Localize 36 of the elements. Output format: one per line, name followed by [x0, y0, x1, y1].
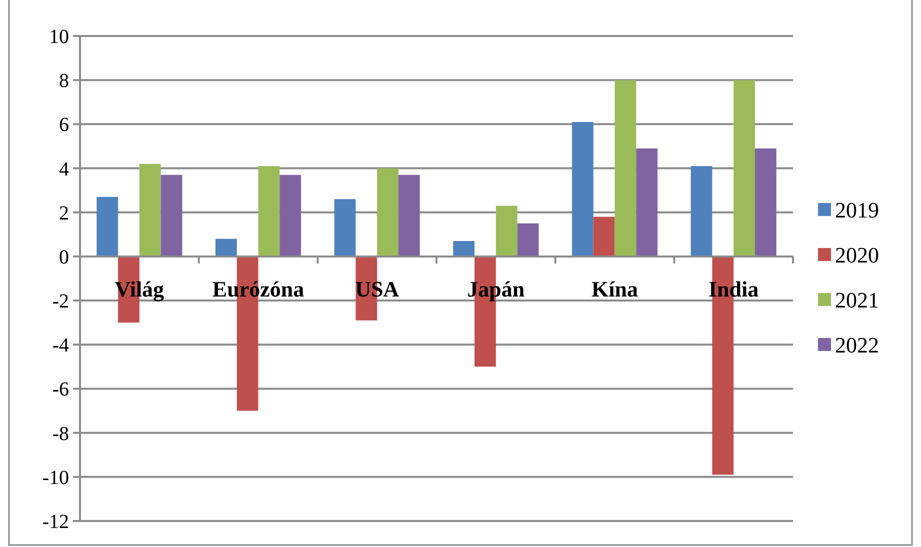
bar [139, 164, 161, 256]
bar [96, 196, 118, 256]
bar [398, 174, 420, 256]
bar [215, 238, 237, 256]
bar [614, 80, 636, 256]
legend-label: 2019 [835, 198, 879, 223]
bar [334, 199, 356, 256]
bar [754, 148, 776, 256]
y-tick-label: -8 [52, 422, 69, 445]
y-tick-label: -12 [42, 511, 69, 533]
bar [572, 122, 594, 256]
x-tick-label: Kína [592, 276, 638, 302]
y-tick-label: -2 [52, 290, 69, 313]
y-tick-label: -10 [42, 466, 69, 489]
legend-label: 2021 [835, 288, 879, 313]
y-tick-label: 4 [59, 158, 69, 180]
y-tick-label: -4 [52, 334, 69, 357]
bar [160, 174, 182, 256]
y-tick-label: -6 [52, 378, 69, 401]
y-tick-label: 6 [59, 114, 69, 136]
y-tick-label: 10 [49, 26, 69, 48]
bar [690, 166, 712, 256]
bar [377, 168, 398, 256]
legend-label: 2020 [835, 242, 879, 268]
bar [496, 206, 518, 256]
bar [280, 174, 302, 256]
y-tick-label: 0 [59, 246, 69, 268]
bar [734, 80, 755, 256]
bar [593, 216, 615, 256]
bar [258, 166, 280, 256]
y-tick-label: 8 [59, 70, 69, 92]
bar [453, 241, 475, 256]
bar [636, 148, 658, 256]
y-tick-label: 2 [59, 202, 69, 224]
bar [517, 223, 539, 256]
legend-label: 2022 [835, 332, 879, 358]
